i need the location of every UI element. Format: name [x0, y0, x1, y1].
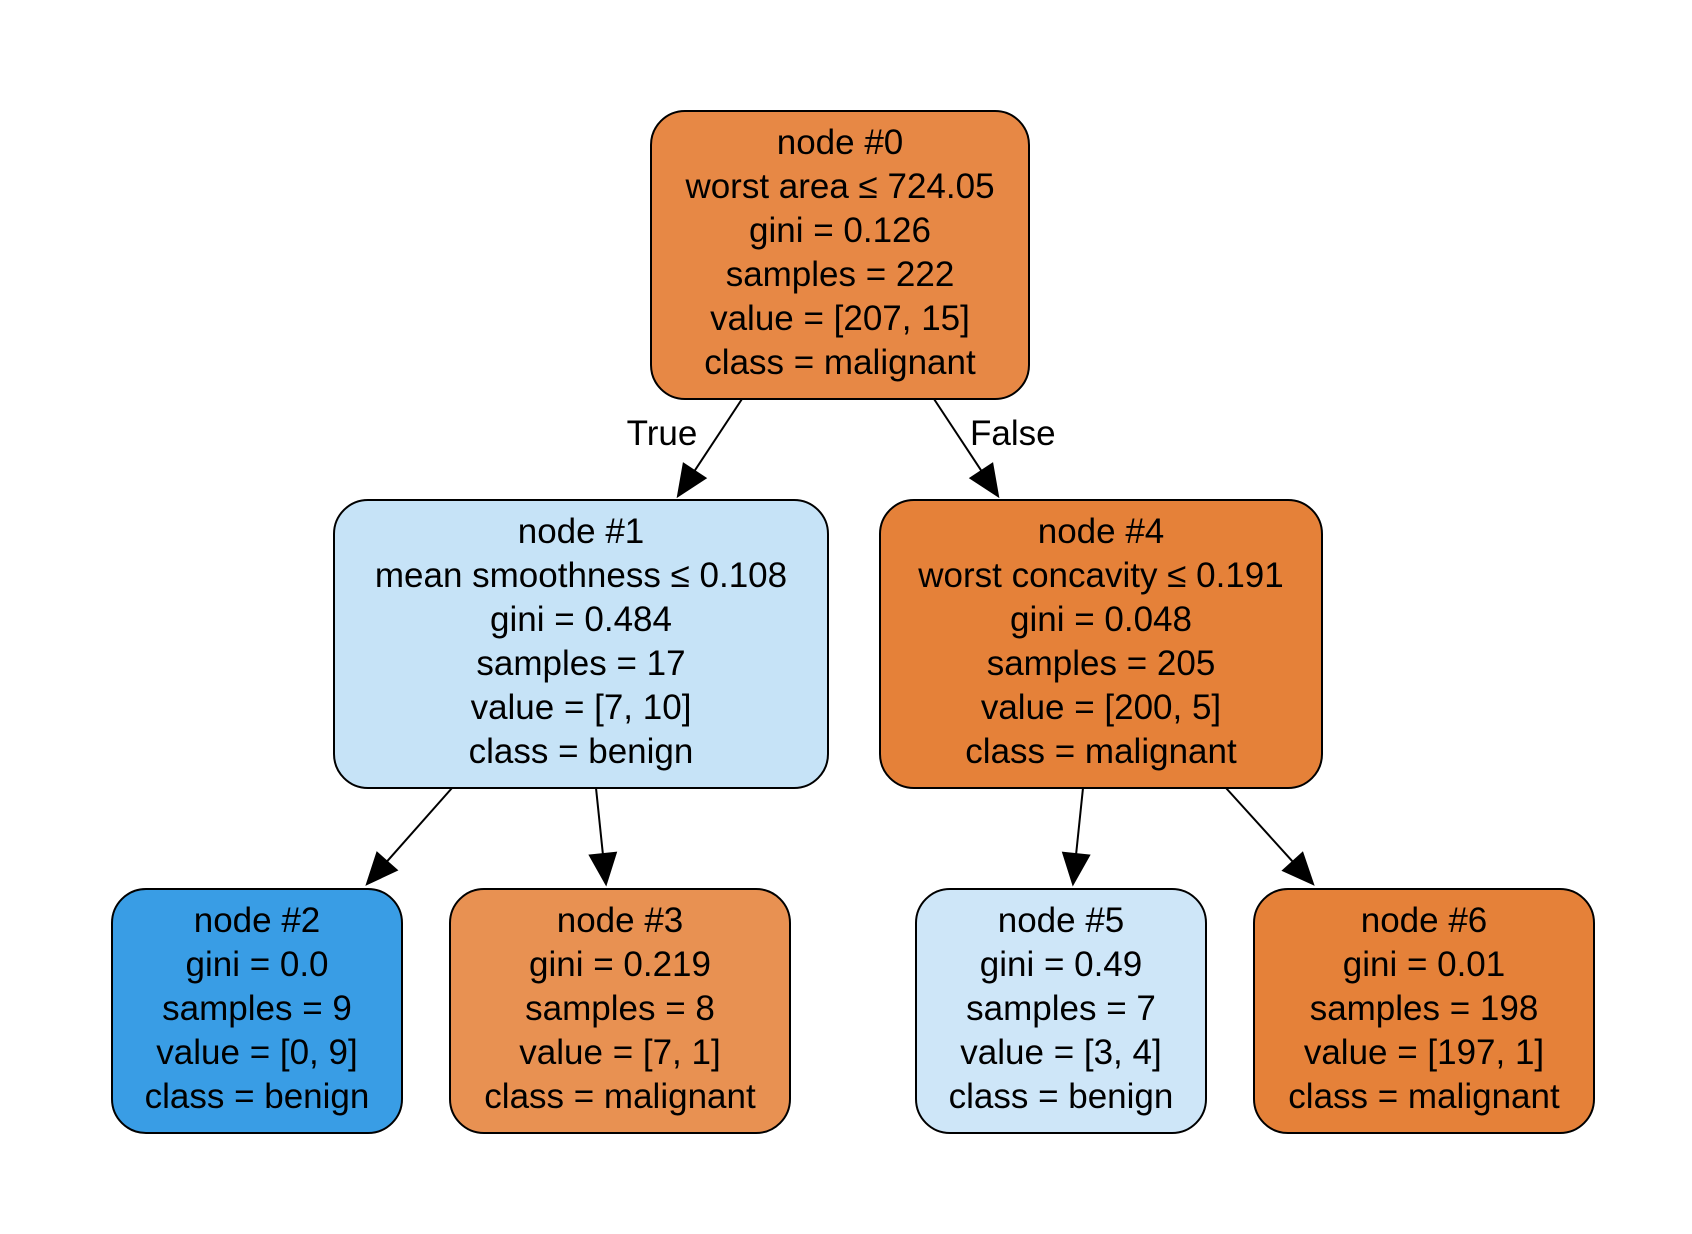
arrowhead-icon — [968, 462, 1000, 499]
tree-node-5: node #5 gini = 0.49 samples = 7 value = [3,… — [915, 888, 1207, 1134]
edge-line — [595, 787, 604, 855]
node-text-line: gini = 0.126 — [749, 211, 931, 250]
node-text-line: samples = 17 — [476, 644, 685, 683]
node-text-line: gini = 0.0 — [185, 945, 328, 984]
edge-0-to-1: True — [627, 398, 743, 499]
node-text-line: class = benign — [469, 732, 694, 771]
edge-1-to-2 — [365, 787, 453, 886]
node-text-line: value = [0, 9] — [156, 1033, 357, 1072]
node-text-line: worst area ≤ 724.05 — [684, 167, 994, 206]
node-title: node #5 — [998, 901, 1125, 940]
node-title: node #4 — [1038, 512, 1165, 551]
nodes-layer: node #0 worst area ≤ 724.05 gini = 0.126 sa… — [111, 110, 1595, 1134]
node-box — [915, 888, 1207, 1134]
node-box — [650, 110, 1030, 400]
edge-label-true: True — [627, 414, 698, 453]
node-text-line: value = [197, 1] — [1304, 1033, 1544, 1072]
node-text-line: class = benign — [949, 1077, 1174, 1116]
node-text-line: value = [7, 1] — [519, 1033, 720, 1072]
node-text-line: worst concavity ≤ 0.191 — [917, 556, 1283, 595]
node-text-line: samples = 198 — [1310, 989, 1539, 1028]
edge-label-false: False — [970, 414, 1056, 453]
node-box — [333, 499, 829, 789]
arrowhead-icon — [676, 462, 708, 499]
node-text-line: gini = 0.048 — [1010, 600, 1192, 639]
arrowhead-icon — [1061, 851, 1091, 887]
edge-line — [386, 787, 453, 863]
node-text-line: gini = 0.219 — [529, 945, 711, 984]
node-text-line: mean smoothness ≤ 0.108 — [375, 556, 787, 595]
node-text-line: value = [7, 10] — [471, 688, 692, 727]
arrowhead-icon — [588, 851, 618, 887]
node-text-line: value = [200, 5] — [981, 688, 1221, 727]
tree-node-1: node #1 mean smoothness ≤ 0.108 gini = 0.4… — [333, 499, 829, 789]
node-text-line: class = malignant — [704, 343, 976, 382]
tree-node-2: node #2 gini = 0.0 samples = 9 value = [0, … — [111, 888, 403, 1134]
node-text-line: samples = 9 — [162, 989, 352, 1028]
node-text-line: class = malignant — [484, 1077, 756, 1116]
node-box — [111, 888, 403, 1134]
node-text-line: samples = 222 — [726, 255, 955, 294]
node-title: node #3 — [557, 901, 684, 940]
node-text-line: gini = 0.484 — [490, 600, 672, 639]
edge-line — [1225, 787, 1294, 863]
node-text-line: samples = 7 — [966, 989, 1156, 1028]
edge-line — [1075, 787, 1084, 855]
node-title: node #6 — [1361, 901, 1488, 940]
tree-node-6: node #6 gini = 0.01 samples = 198 value = [… — [1253, 888, 1595, 1134]
node-text-line: value = [207, 15] — [710, 299, 970, 338]
node-title: node #2 — [194, 901, 321, 940]
tree-node-4: node #4 worst concavity ≤ 0.191 gini = 0.0… — [879, 499, 1323, 789]
arrowhead-icon — [365, 851, 399, 886]
node-text-line: samples = 8 — [525, 989, 715, 1028]
node-text-line: gini = 0.01 — [1343, 945, 1506, 984]
edge-line — [693, 398, 743, 472]
node-text-line: value = [3, 4] — [960, 1033, 1161, 1072]
edge-4-to-5 — [1061, 787, 1091, 887]
node-text-line: gini = 0.49 — [980, 945, 1143, 984]
node-title: node #1 — [518, 512, 645, 551]
arrowhead-icon — [1281, 851, 1315, 886]
node-text-line: class = benign — [145, 1077, 370, 1116]
node-text-line: samples = 205 — [987, 644, 1216, 683]
edge-0-to-4: False — [933, 398, 1056, 499]
edge-line — [933, 398, 983, 472]
tree-node-0: node #0 worst area ≤ 724.05 gini = 0.126 sa… — [650, 110, 1030, 400]
tree-node-3: node #3 gini = 0.219 samples = 8 value = [7… — [449, 888, 791, 1134]
node-text-line: class = malignant — [965, 732, 1237, 771]
edge-4-to-6 — [1225, 787, 1315, 886]
node-box — [449, 888, 791, 1134]
edge-1-to-3 — [588, 787, 618, 887]
node-text-line: class = malignant — [1288, 1077, 1560, 1116]
node-box — [1253, 888, 1595, 1134]
node-box — [879, 499, 1323, 789]
edges-layer: True False — [365, 398, 1315, 887]
node-title: node #0 — [777, 123, 904, 162]
